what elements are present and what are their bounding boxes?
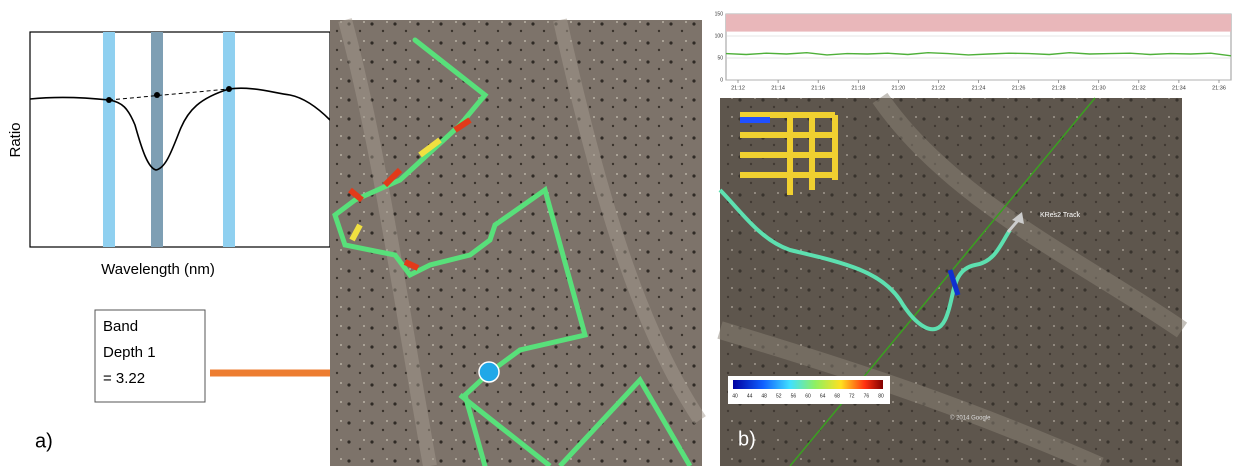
x-tick-label: 21:18: [851, 85, 865, 91]
colorbar-tick-label: 72: [849, 393, 855, 399]
colorbar-tick-label: 40: [732, 393, 738, 399]
point: [106, 97, 112, 103]
y-tick-label: 0: [720, 77, 723, 83]
point: [226, 86, 232, 92]
colorbar-tick-label: 64: [820, 393, 826, 399]
track-label: KRes2 Track: [1040, 212, 1081, 219]
colorbar-tick-label: 60: [805, 393, 811, 399]
colorbar-tick-label: 56: [791, 393, 797, 399]
callout-line: = 3.22: [103, 370, 145, 387]
spectrum-panel: Ratio Wavelength (nm): [7, 32, 330, 278]
x-tick-label: 21:30: [1092, 85, 1106, 91]
sample-point: [479, 362, 499, 382]
y-axis-label: Ratio: [7, 122, 24, 157]
x-tick-label: 21:16: [811, 85, 825, 91]
x-tick-label: 21:12: [731, 85, 745, 91]
x-axis-label: Wavelength (nm): [101, 261, 215, 278]
x-tick-label: 21:34: [1172, 85, 1186, 91]
colorbar-tick-label: 68: [834, 393, 840, 399]
figure: Ratio Wavelength (nm) BandDepth 1= 3.22 …: [0, 0, 1233, 466]
x-tick-label: 21:20: [891, 85, 905, 91]
y-tick-label: 150: [715, 11, 724, 17]
panel-label: b): [738, 428, 756, 450]
map-b: KRes2 Track © 2014 Google 40 44 48 52 56 60 64…: [720, 98, 1182, 466]
absorption-band: [151, 32, 163, 247]
callout-line: Depth 1: [103, 344, 156, 361]
continuum-band: [223, 32, 235, 247]
colorbar-tick-label: 76: [864, 393, 870, 399]
map-a: [330, 20, 702, 466]
colorbar-tick-label: 48: [761, 393, 767, 399]
x-tick-label: 21:24: [972, 85, 986, 91]
x-tick-label: 21:26: [1012, 85, 1026, 91]
timeseries: 0 50 100 150 21:12 21:14 21:16 21:18 21:20 21:22 2…: [707, 6, 1233, 98]
continuum-band: [103, 32, 115, 247]
spectrum-frame: [30, 32, 330, 247]
callout-line: Band: [103, 318, 138, 335]
colorbar-tick-label: 44: [747, 393, 753, 399]
x-tick-label: 21:36: [1212, 85, 1226, 91]
colorbar-tick-label: 80: [878, 393, 884, 399]
alert-range: [726, 14, 1231, 32]
colorbar-tick-label: 52: [776, 393, 782, 399]
x-tick-label: 21:14: [771, 85, 785, 91]
colorbar: [733, 380, 883, 389]
copyright: © 2014 Google: [950, 415, 991, 422]
x-tick-label: 21:22: [932, 85, 946, 91]
x-tick-label: 21:32: [1132, 85, 1146, 91]
y-tick-label: 100: [715, 33, 724, 39]
point: [154, 92, 160, 98]
x-tick-label: 21:28: [1052, 85, 1066, 91]
panel-label: a): [35, 430, 53, 452]
y-tick-label: 50: [717, 55, 723, 61]
